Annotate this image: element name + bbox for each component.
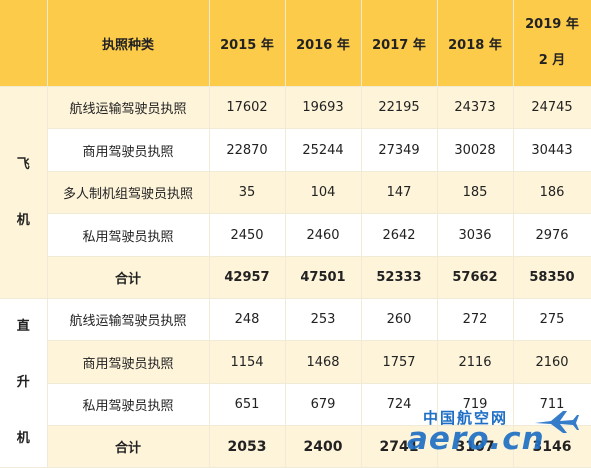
value-cell: 1154	[209, 340, 286, 384]
value-cell: 22195	[361, 86, 438, 129]
header-year-2017: 2017 年	[361, 0, 438, 87]
value-cell: 27349	[361, 128, 438, 172]
value-cell: 260	[361, 298, 438, 341]
value-cell: 30028	[437, 128, 514, 172]
value-cell: 25244	[285, 128, 362, 172]
table-row: 多人制机组驾驶员执照 35 104 147 185 186	[0, 171, 591, 214]
airplane-icon	[535, 411, 579, 433]
aero-cn-watermark: 中国航空网 aero.cn	[399, 407, 579, 463]
total-value: 58350	[513, 256, 591, 299]
total-value: 42957	[209, 256, 286, 299]
total-value: 2741	[361, 425, 438, 468]
total-value: 47501	[285, 256, 362, 299]
total-label: 合计	[47, 425, 210, 468]
value-cell: 1757	[361, 340, 438, 384]
total-value: 2053	[209, 425, 286, 468]
value-cell: 679	[285, 383, 362, 426]
license-type: 私用驾驶员执照	[47, 383, 210, 426]
value-cell: 19693	[285, 86, 362, 129]
value-cell: 2642	[361, 213, 438, 257]
license-type: 私用驾驶员执照	[47, 213, 210, 257]
value-cell: 35	[209, 171, 286, 214]
group-label-helicopter-line2: 升	[16, 375, 30, 390]
table-row: 私用驾驶员执照 2450 2460 2642 3036 2976	[0, 213, 591, 257]
total-row: 合计 42957 47501 52333 57662 58350	[0, 256, 591, 299]
header-row: 执照种类 2015 年 2016 年 2017 年 2018 年 2019 年 …	[0, 0, 591, 87]
value-cell: 2116	[437, 340, 514, 384]
value-cell: 2450	[209, 213, 286, 257]
table-row: 飞 机 航线运输驾驶员执照 17602 19693 22195 24373 24…	[0, 86, 591, 299]
header-year-2019: 2019 年 2 月	[513, 0, 591, 87]
value-cell: 253	[285, 298, 362, 341]
license-type: 航线运输驾驶员执照	[47, 298, 210, 341]
total-row: 合计 2053 2400 2741 3107 3146	[0, 425, 591, 468]
watermark-en-text: aero.cn	[407, 421, 545, 457]
total-value: 2400	[285, 425, 362, 468]
license-type: 多人制机组驾驶员执照	[47, 171, 210, 214]
total-value: 57662	[437, 256, 514, 299]
value-cell: 2460	[285, 213, 362, 257]
header-year-2019-line1: 2019 年	[525, 17, 579, 32]
value-cell: 17602	[209, 86, 286, 129]
value-cell: 1468	[285, 340, 362, 384]
value-cell: 248	[209, 298, 286, 341]
header-group-corner	[0, 0, 48, 87]
value-cell: 719	[437, 383, 514, 426]
group-label-helicopter: 直 升 机	[0, 298, 48, 468]
value-cell: 30443	[513, 128, 591, 172]
value-cell: 24373	[437, 86, 514, 129]
watermark-cn-text: 中国航空网	[423, 409, 509, 427]
header-year-2019-line2: 2 月	[538, 53, 566, 68]
table-row: 商用驾驶员执照 22870 25244 27349 30028 30443	[0, 128, 591, 172]
license-type: 航线运输驾驶员执照	[47, 86, 210, 129]
total-label: 合计	[47, 256, 210, 299]
group-label-aircraft-line2: 机	[16, 212, 30, 228]
header-year-2015: 2015 年	[209, 0, 286, 87]
value-cell: 272	[437, 298, 514, 341]
value-cell: 275	[513, 298, 591, 341]
header-year-2018: 2018 年	[437, 0, 514, 87]
total-value: 52333	[361, 256, 438, 299]
table-row: 直 升 机 航线运输驾驶员执照 248 253 260 272 275	[0, 298, 591, 468]
value-cell: 724	[361, 383, 438, 426]
license-type: 商用驾驶员执照	[47, 128, 210, 172]
value-cell: 186	[513, 171, 591, 214]
table-row: 私用驾驶员执照 651 679 724 719 711	[0, 383, 591, 426]
value-cell: 24745	[513, 86, 591, 129]
value-cell: 22870	[209, 128, 286, 172]
value-cell: 185	[437, 171, 514, 214]
group-label-helicopter-line3: 机	[16, 431, 30, 446]
header-year-2016: 2016 年	[285, 0, 362, 87]
total-value: 3107	[437, 425, 514, 468]
value-cell: 3036	[437, 213, 514, 257]
header-type: 执照种类	[47, 0, 210, 87]
license-type: 商用驾驶员执照	[47, 340, 210, 384]
value-cell: 2160	[513, 340, 591, 384]
value-cell: 651	[209, 383, 286, 426]
group-label-helicopter-line1: 直	[16, 319, 30, 334]
group-label-aircraft: 飞 机	[0, 86, 48, 299]
value-cell: 147	[361, 171, 438, 214]
value-cell: 104	[285, 171, 362, 214]
table-row: 商用驾驶员执照 1154 1468 1757 2116 2160	[0, 340, 591, 384]
value-cell: 2976	[513, 213, 591, 257]
group-label-aircraft-line1: 飞	[16, 156, 30, 172]
